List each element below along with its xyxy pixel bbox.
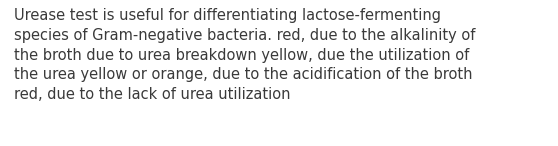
Text: Urease test is useful for differentiating lactose-fermenting
species of Gram-neg: Urease test is useful for differentiatin… [15,8,476,102]
